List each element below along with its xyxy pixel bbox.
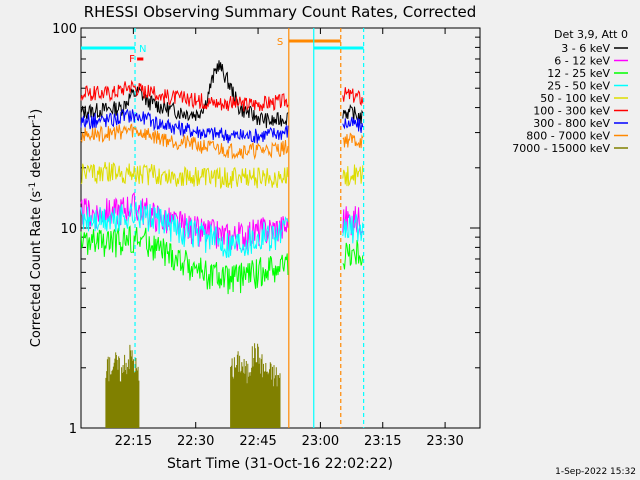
x-tick-label: 22:30 [177,434,214,449]
plot-area [80,60,364,428]
y-axis-label-mid: detector [29,122,44,182]
x-tick-label: 23:30 [426,434,463,449]
flag-label: S [277,37,283,48]
legend-label: 12 - 25 keV [547,67,610,80]
flag-label: F [129,54,135,65]
x-tick-label: 23:15 [364,434,401,449]
legend-label: 7000 - 15000 keV [512,142,610,155]
y-tick-label: 100 [52,22,77,37]
y-axis-label-end: ) [29,109,44,114]
legend-label: 3 - 6 keV [561,42,610,55]
series-line [105,343,281,428]
footer-timestamp: 1-Sep-2022 15:32 [555,467,636,477]
flag-bars: NF S [81,28,365,428]
y-axis-label-main: Corrected Count Rate (s [29,191,44,348]
legend-label: 800 - 7000 keV [526,130,610,143]
legend-label: 300 - 800 keV [533,117,610,130]
y-axis-label: Corrected Count Rate (s-1 detector-1) [28,109,44,347]
y-axis-label-sup2: -1 [28,114,38,123]
flag-label: N [139,44,146,55]
x-tick-label: 22:15 [115,434,152,449]
series-line [80,79,364,112]
legend-label: 50 - 100 keV [540,92,610,105]
series-line [80,200,364,258]
y-axis-label-sup1: -1 [28,182,38,191]
series-line [80,161,364,189]
y-tick-label: 1 [69,422,77,437]
axis-ticks: 22:15 22:30 22:45 23:00 23:15 23:30 1 10 100 [52,22,480,449]
series-line [80,123,364,161]
legend-header: Det 3,9, Att 0 [554,28,628,41]
x-tick-label: 22:45 [239,434,276,449]
legend-label: 6 - 12 keV [554,55,610,68]
y-tick-label: 10 [60,222,77,237]
chart-title: RHESSI Observing Summary Count Rates, Co… [84,3,477,21]
legend-label: 25 - 50 keV [547,80,610,93]
x-tick-label: 23:00 [302,434,339,449]
series-line [80,108,364,144]
series-line [80,225,364,295]
x-axis-label: Start Time (31-Oct-16 22:02:22) [167,456,393,472]
legend-label: 100 - 300 keV [533,105,610,118]
